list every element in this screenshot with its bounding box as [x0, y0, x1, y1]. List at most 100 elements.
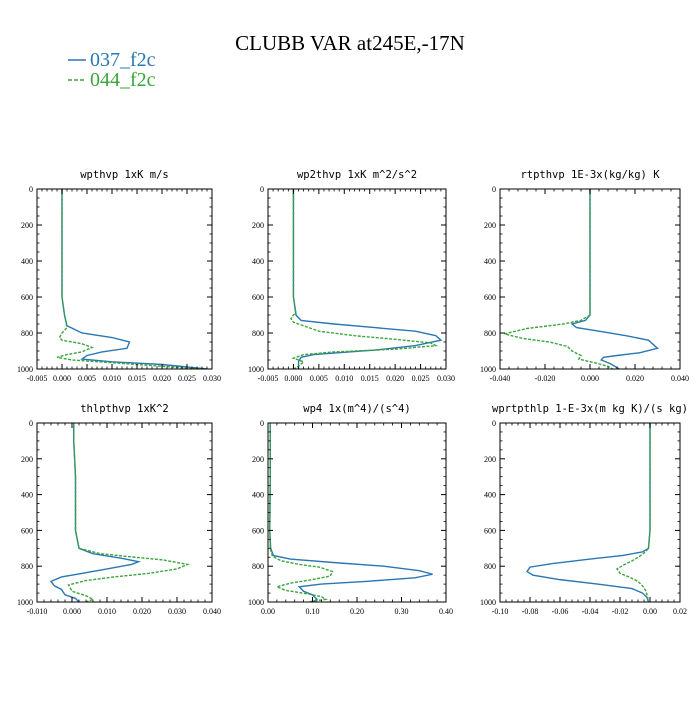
x-tick-label: -0.020: [535, 374, 556, 383]
series-line-0: [269, 423, 433, 602]
panels: wpthvp 1xK m/s-0.005 0.000 0.005 0.010 0.015…: [17, 169, 689, 616]
x-tick-label: 0.020: [626, 374, 644, 383]
series-line-1: [56, 189, 203, 369]
y-tick-label: 0: [29, 419, 33, 428]
y-tick-label: 800: [21, 562, 33, 571]
x-tick-label: 0.000: [53, 374, 71, 383]
panel-3: thlpthvp 1xK^2 -0.010 0.000 0.010 0.020 0.030…: [17, 403, 221, 616]
panel-2: rtpthvp 1E-3x(kg/kg) K -0.040 -0.020 0.000 0…: [480, 169, 689, 383]
figure-title: CLUBB VAR at245E,-17N: [235, 31, 465, 55]
y-tick-label: 800: [484, 562, 496, 571]
x-tick-label: 0.010: [103, 374, 121, 383]
x-tick-label: 0.010: [335, 374, 353, 383]
x-tick-label: 0.000: [63, 607, 81, 616]
series-line-0: [526, 423, 651, 602]
panel-0: wpthvp 1xK m/s -0.005 0.000 0.005 0.010 0.015…: [17, 169, 221, 383]
x-tick-label: 0.020: [133, 607, 151, 616]
panel-title: rtpthvp 1E-3x(kg/kg) K: [520, 169, 660, 181]
x-tick-label: -0.005: [27, 374, 48, 383]
x-tick-label: 0.025: [412, 374, 430, 383]
x-tick-label: -0.04: [582, 607, 599, 616]
series-line-1: [290, 189, 439, 369]
x-tick-label: 0.02: [673, 607, 687, 616]
y-tick-label: 200: [21, 221, 33, 230]
series-line-1: [616, 423, 651, 602]
plot-frame: [267, 422, 447, 603]
y-tick-label: 600: [252, 526, 264, 535]
panel-1: wp2thvp 1xK m^2/s^2 -0.005 0.000 0.005 0.010…: [248, 169, 455, 383]
y-tick-label: 0: [260, 185, 264, 194]
x-tick-label: 0.010: [98, 607, 116, 616]
y-tick-label: 0: [492, 419, 496, 428]
y-tick-label: 1000: [480, 365, 496, 374]
x-tick-label: -0.08: [522, 607, 539, 616]
x-tick-label: -0.005: [258, 374, 279, 383]
x-tick-label: 0.005: [310, 374, 328, 383]
y-tick-label: 400: [21, 491, 33, 500]
y-tick-label: 800: [252, 562, 264, 571]
y-tick-label: 600: [252, 293, 264, 302]
x-tick-label: 0.000: [581, 374, 599, 383]
x-tick-label: 0.30: [395, 607, 409, 616]
panel-title: thlpthvp 1xK^2: [80, 403, 169, 415]
x-tick-label: 0.030: [203, 374, 221, 383]
x-tick-label: 0.015: [128, 374, 146, 383]
plot-frame: [36, 188, 213, 370]
x-tick-label: 0.015: [361, 374, 379, 383]
y-tick-label: 1000: [248, 598, 264, 607]
y-tick-label: 400: [484, 257, 496, 266]
x-tick-label: 0.20: [350, 607, 364, 616]
x-tick-label: 0.00: [261, 607, 275, 616]
panel-title: wpthvp 1xK m/s: [80, 169, 169, 181]
x-tick-label: 0.020: [386, 374, 404, 383]
y-tick-label: 600: [21, 293, 33, 302]
x-tick-label: 0.030: [168, 607, 186, 616]
x-tick-label: 0.000: [284, 374, 302, 383]
series-line-1: [67, 423, 190, 602]
y-tick-label: 200: [252, 455, 264, 464]
x-tick-label: 0.040: [671, 374, 689, 383]
y-tick-label: 400: [21, 257, 33, 266]
x-tick-label: -0.040: [490, 374, 511, 383]
x-tick-label: 0.030: [437, 374, 455, 383]
x-tick-label: 0.040: [203, 607, 221, 616]
x-tick-label: 0.10: [306, 607, 320, 616]
y-tick-label: 200: [484, 221, 496, 230]
y-tick-label: 1000: [17, 598, 33, 607]
panel-title: wp4 1x(m^4)/(s^4): [303, 403, 410, 415]
y-tick-label: 400: [252, 257, 264, 266]
y-tick-label: 200: [484, 455, 496, 464]
y-tick-label: 800: [252, 329, 264, 338]
panel-5: wprtpthlp 1-E-3x(m kg K)/(s kg) -0.10 -0.0…: [480, 403, 688, 616]
x-tick-label: -0.10: [492, 607, 509, 616]
y-tick-label: 600: [484, 293, 496, 302]
x-tick-label: 0.40: [439, 607, 453, 616]
series-line-0: [61, 189, 208, 369]
series-line-1: [504, 189, 613, 369]
y-tick-label: 800: [484, 329, 496, 338]
y-tick-label: 0: [29, 185, 33, 194]
series-line-0: [49, 423, 141, 602]
x-tick-label: 0.025: [178, 374, 196, 383]
y-tick-label: 1000: [480, 598, 496, 607]
y-tick-label: 200: [21, 455, 33, 464]
y-tick-label: 200: [252, 221, 264, 230]
y-tick-label: 400: [484, 491, 496, 500]
x-tick-label: -0.02: [612, 607, 629, 616]
plot-frame: [36, 422, 213, 603]
x-tick-label: -0.010: [27, 607, 48, 616]
x-tick-label: 0.020: [153, 374, 171, 383]
y-tick-label: 1000: [17, 365, 33, 374]
plot-frame: [267, 188, 447, 370]
plot-frame: [499, 422, 681, 603]
panel-title: wprtpthlp 1-E-3x(m kg K)/(s kg): [492, 403, 688, 415]
y-tick-label: 1000: [248, 365, 264, 374]
y-tick-label: 400: [252, 491, 264, 500]
y-tick-label: 600: [21, 526, 33, 535]
y-tick-label: 0: [260, 419, 264, 428]
x-tick-label: -0.06: [552, 607, 569, 616]
x-tick-label: 0.00: [643, 607, 657, 616]
